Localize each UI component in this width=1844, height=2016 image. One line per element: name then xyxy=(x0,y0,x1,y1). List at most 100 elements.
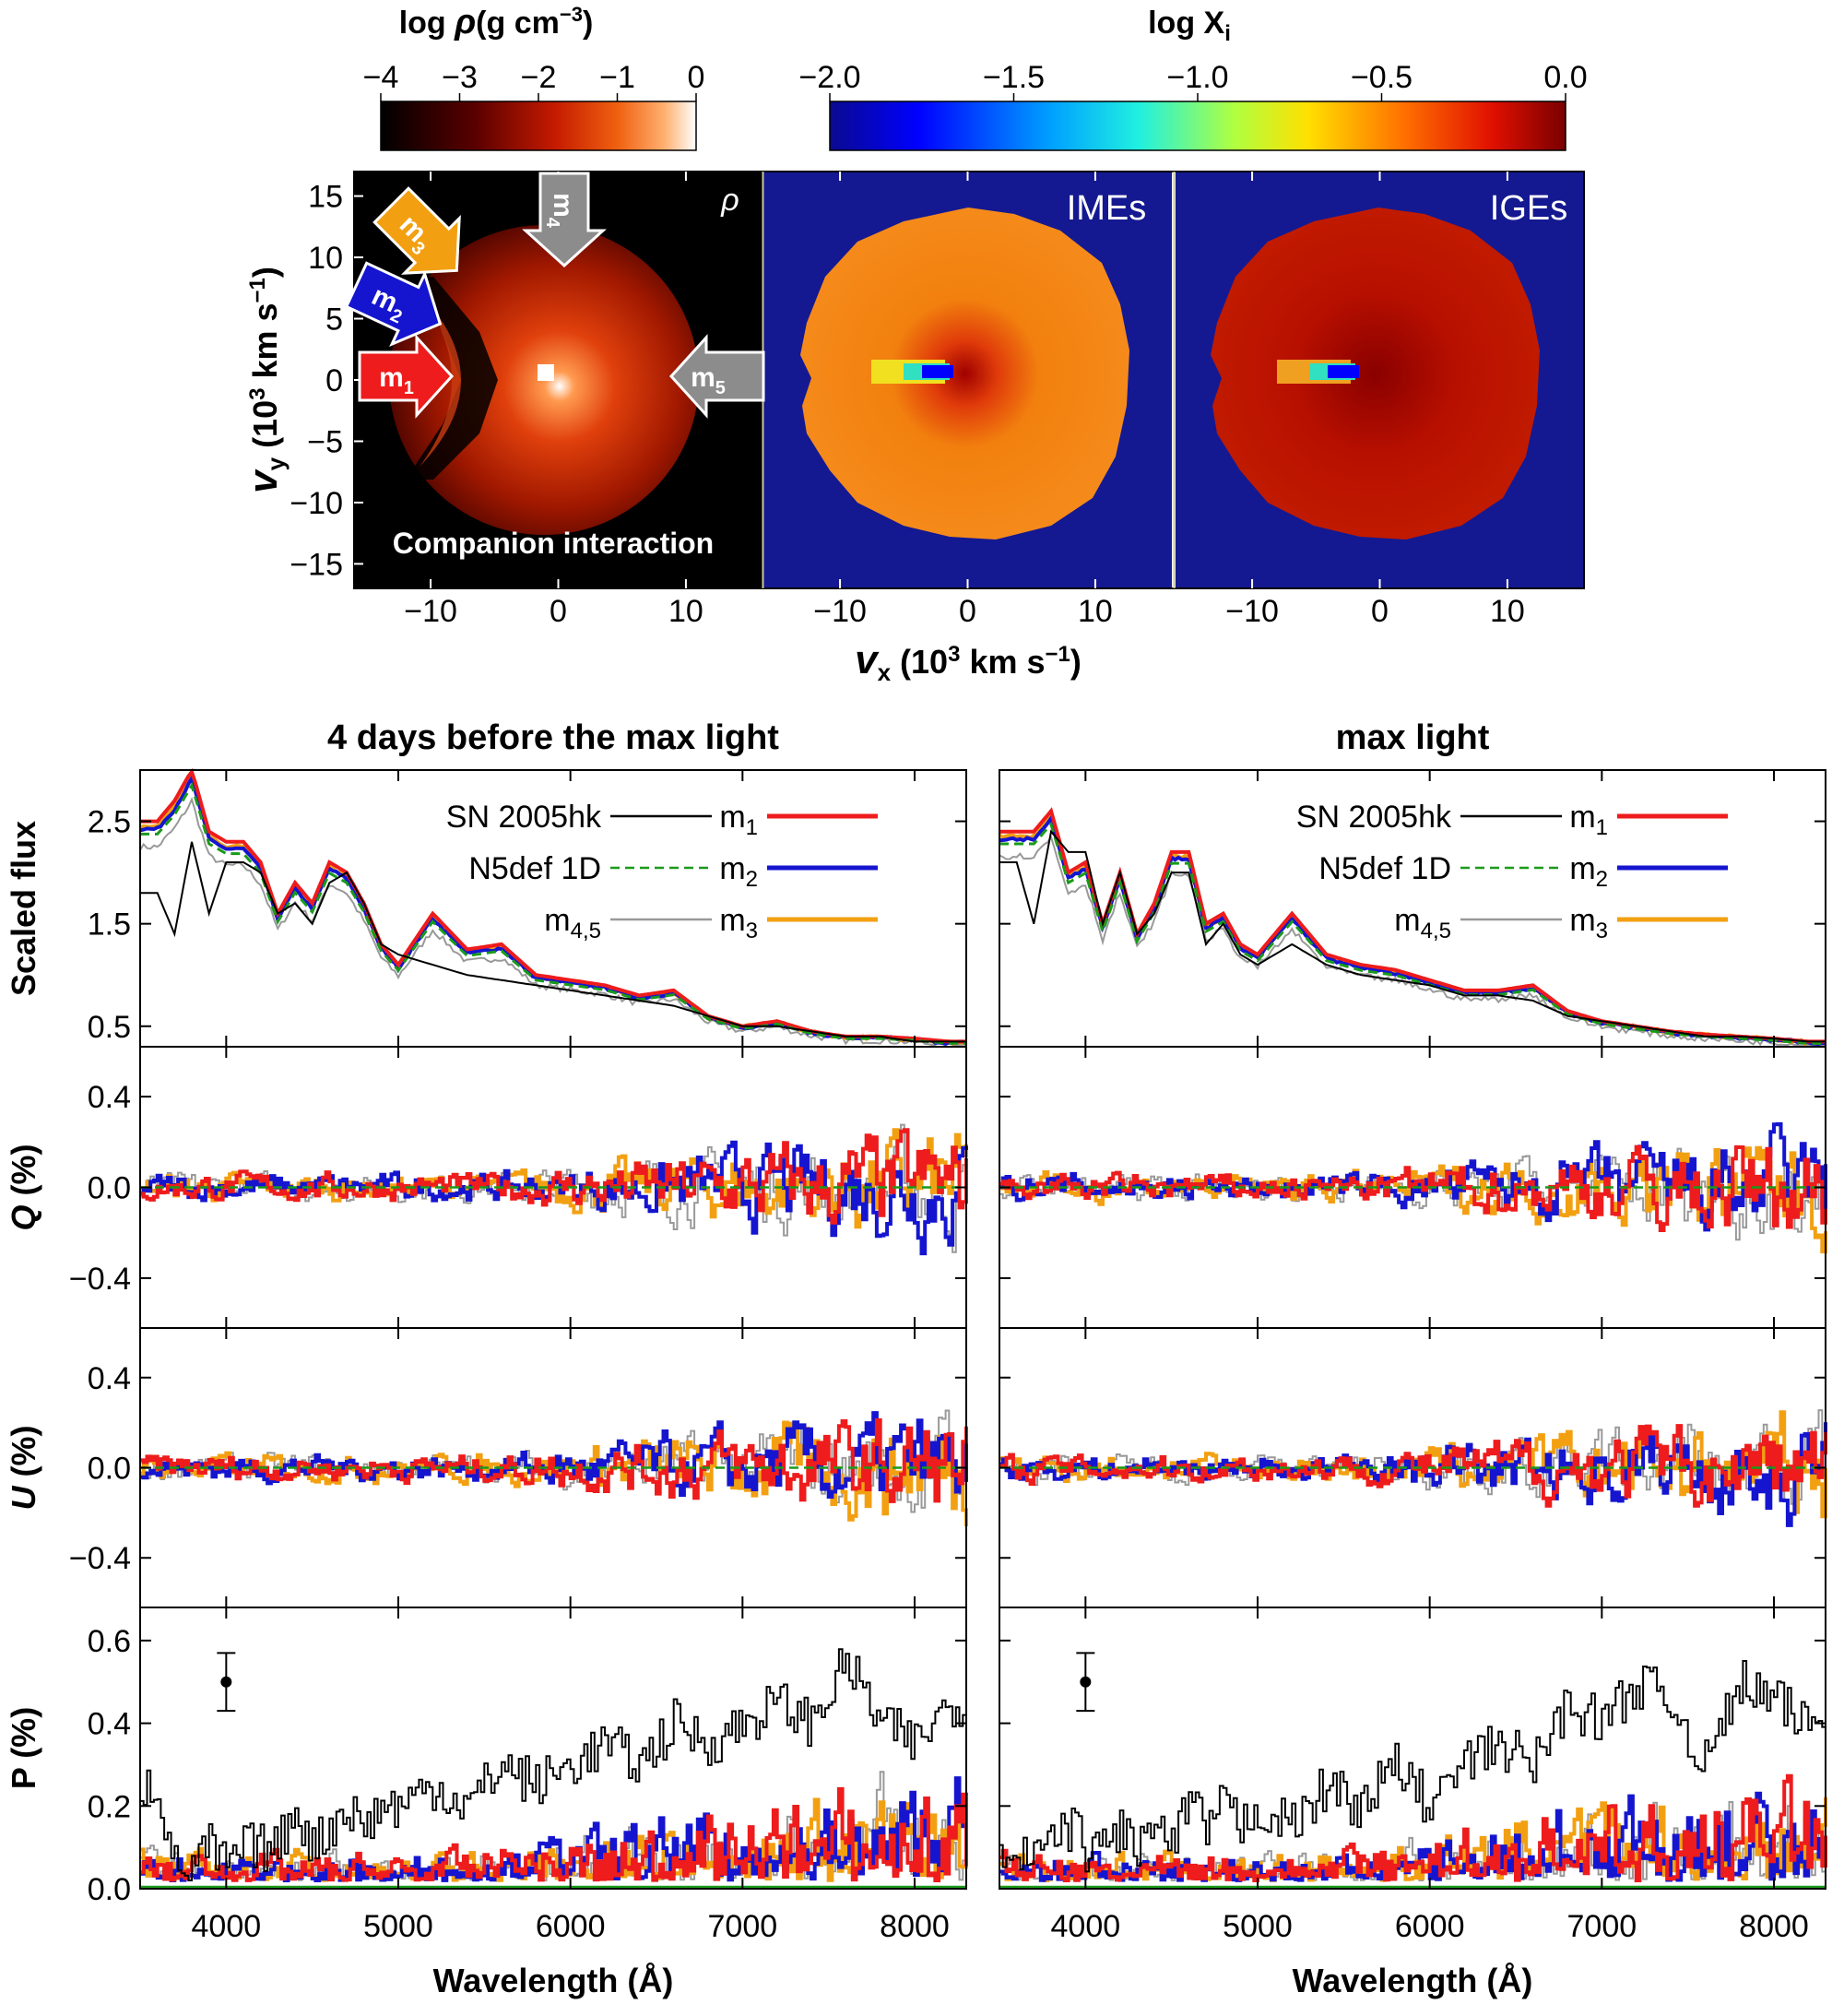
density-core xyxy=(538,364,554,381)
arrow-m4: m4 xyxy=(522,172,607,268)
map-y-tick-label: 0 xyxy=(325,363,343,398)
map-x-tick-label: 10 xyxy=(1078,594,1113,629)
map-x-tick-label: −10 xyxy=(1225,594,1279,629)
x-axis-label: Wavelength (Å) xyxy=(433,1962,674,1999)
curve-sn2005hk xyxy=(140,841,966,1043)
x-tick-label: 8000 xyxy=(880,1909,950,1944)
legend-label: SN 2005hk xyxy=(1296,800,1452,835)
colorbar-density-label: log ρ(g cm−3) xyxy=(399,3,594,42)
map-ime-corner-label: IMEs xyxy=(1067,189,1147,228)
panel-frame xyxy=(139,1607,967,1890)
legend-label: m2 xyxy=(1569,851,1608,892)
arrow-label: m1 xyxy=(379,362,414,398)
y-tick-label: 0.0 xyxy=(88,1872,131,1907)
arrow-m2: m2 xyxy=(344,261,443,348)
panel-frame xyxy=(999,1607,1826,1890)
arrow-label: m4 xyxy=(542,193,578,229)
curve-m1 xyxy=(140,1128,968,1225)
map-y-tick-label: 10 xyxy=(308,241,343,276)
y-tick-label: 2.5 xyxy=(88,805,131,840)
map-y-tick-label: −15 xyxy=(290,547,343,582)
map-x-tick-label: 10 xyxy=(668,594,703,629)
spectrum-panel: 4000 5000 6000 7000 8000 xyxy=(999,1607,1827,1944)
row-y-label: Scaled flux xyxy=(5,821,42,996)
curve-n5def xyxy=(140,781,966,1045)
spectra-panels: 4 days before the max light 2.5 1.5 0.5 Scal… xyxy=(5,718,1827,1999)
colorbar-abundance-ticks: −2.0 −1.5 −1.0 −0.5 0.0 xyxy=(798,60,1588,101)
y-tick-label: 0.2 xyxy=(88,1789,131,1824)
map-x-axis-label: vx (103 km s−1) xyxy=(855,637,1082,686)
colorbar-tick-label: −2 xyxy=(521,60,557,95)
map-x-tick-label: 0 xyxy=(1371,594,1389,629)
column-title: max light xyxy=(1336,718,1490,757)
companion-interaction-label: Companion interaction xyxy=(393,527,714,560)
map-y-tick-label: −5 xyxy=(307,424,343,459)
curve-sn2005hk xyxy=(140,1648,967,1881)
colorbar-abundance-label: log Xi xyxy=(1148,6,1231,46)
colorbar-tick-label: −4 xyxy=(363,60,399,95)
density-crescent xyxy=(420,293,461,467)
spectrum-panel: 0.4 0.0 −0.4 xyxy=(69,1327,968,1608)
colorbar-density-gradient xyxy=(380,101,697,151)
reference-point xyxy=(220,1676,232,1688)
colorbar-abundance: log Xi −2.0 −1.5 −1.0 −0.5 0.0 xyxy=(798,6,1588,151)
legend: SN 2005hk N5def 1D m4,5 m1 m2 m3 xyxy=(446,800,878,943)
arrow-m3: m3 xyxy=(372,186,461,275)
spectrum-panel: 0.6 0.4 0.2 0.0 4000 5000 6000 7000 8000 xyxy=(88,1607,968,1944)
curve-sn2005hk xyxy=(999,829,1826,1043)
map-density-corner-label: ρ xyxy=(720,183,739,218)
map-ige-corner-label: IGEs xyxy=(1490,189,1567,228)
row-y-label: P (%) xyxy=(5,1707,42,1789)
x-tick-label: 7000 xyxy=(1567,1909,1637,1944)
colorbar-tick-label: −3 xyxy=(442,60,478,95)
curve-m45 xyxy=(999,835,1826,1047)
x-tick-label: 7000 xyxy=(708,1909,778,1944)
x-tick-label: 8000 xyxy=(1739,1909,1809,1944)
legend-label: N5def 1D xyxy=(468,851,601,886)
y-tick-label: −0.4 xyxy=(69,1262,131,1297)
ige-ejecta xyxy=(1211,208,1540,540)
x-tick-label: 4000 xyxy=(1051,1909,1121,1944)
curve-m1 xyxy=(140,1417,968,1503)
colorbar-tick-label: −1.5 xyxy=(983,60,1045,95)
y-tick-label: 0.6 xyxy=(88,1624,131,1659)
reference-point xyxy=(1080,1676,1092,1688)
curve-n5def xyxy=(999,821,1826,1045)
map-y-tick-label: −10 xyxy=(290,486,343,521)
legend-label: m1 xyxy=(1569,800,1608,840)
row-y-label: U (%) xyxy=(5,1426,42,1511)
map-y-tick-label: 5 xyxy=(325,302,343,338)
row-y-label: Q (%) xyxy=(5,1144,42,1230)
curve-m3 xyxy=(140,1797,968,1882)
colorbar-tick-label: −2.0 xyxy=(798,60,860,95)
colorbar-density-ticks: −4 −3 −2 −1 0 xyxy=(363,60,704,101)
x-tick-label: 4000 xyxy=(192,1909,262,1944)
arrow-m1: m1 xyxy=(358,334,455,419)
y-tick-label: 1.5 xyxy=(88,907,131,943)
map-x-tick-label: −10 xyxy=(404,594,457,629)
arrow-label: m5 xyxy=(691,362,726,398)
y-tick-label: 0.4 xyxy=(88,1080,131,1115)
curve-m45 xyxy=(999,1147,1826,1241)
ige-hole xyxy=(1328,365,1359,378)
y-tick-label: −0.4 xyxy=(69,1541,131,1576)
legend-label: N5def 1D xyxy=(1318,851,1451,886)
curve-sn2005hk xyxy=(999,1660,1826,1873)
curve-m2 xyxy=(140,1411,968,1499)
curve-m1 xyxy=(999,1773,1827,1882)
y-tick-label: 0.5 xyxy=(88,1010,131,1045)
spectrum-panel xyxy=(999,1327,1827,1608)
x-tick-label: 6000 xyxy=(1395,1909,1465,1944)
arrow-m5: m5 xyxy=(668,334,765,419)
legend-label: m4,5 xyxy=(544,903,601,943)
colorbar-tick-label: 0.0 xyxy=(1543,60,1587,95)
x-tick-label: 5000 xyxy=(1223,1909,1293,1944)
column-title: 4 days before the max light xyxy=(327,718,779,757)
legend-label: m1 xyxy=(719,800,758,840)
curve-m1 xyxy=(999,1144,1827,1232)
legend: SN 2005hk N5def 1D m4,5 m1 m2 m3 xyxy=(1296,800,1728,943)
legend-label: m4,5 xyxy=(1394,903,1451,943)
maps-panel: ρ Companion interaction IMEs IGEs −10 0 10… xyxy=(241,171,1585,686)
